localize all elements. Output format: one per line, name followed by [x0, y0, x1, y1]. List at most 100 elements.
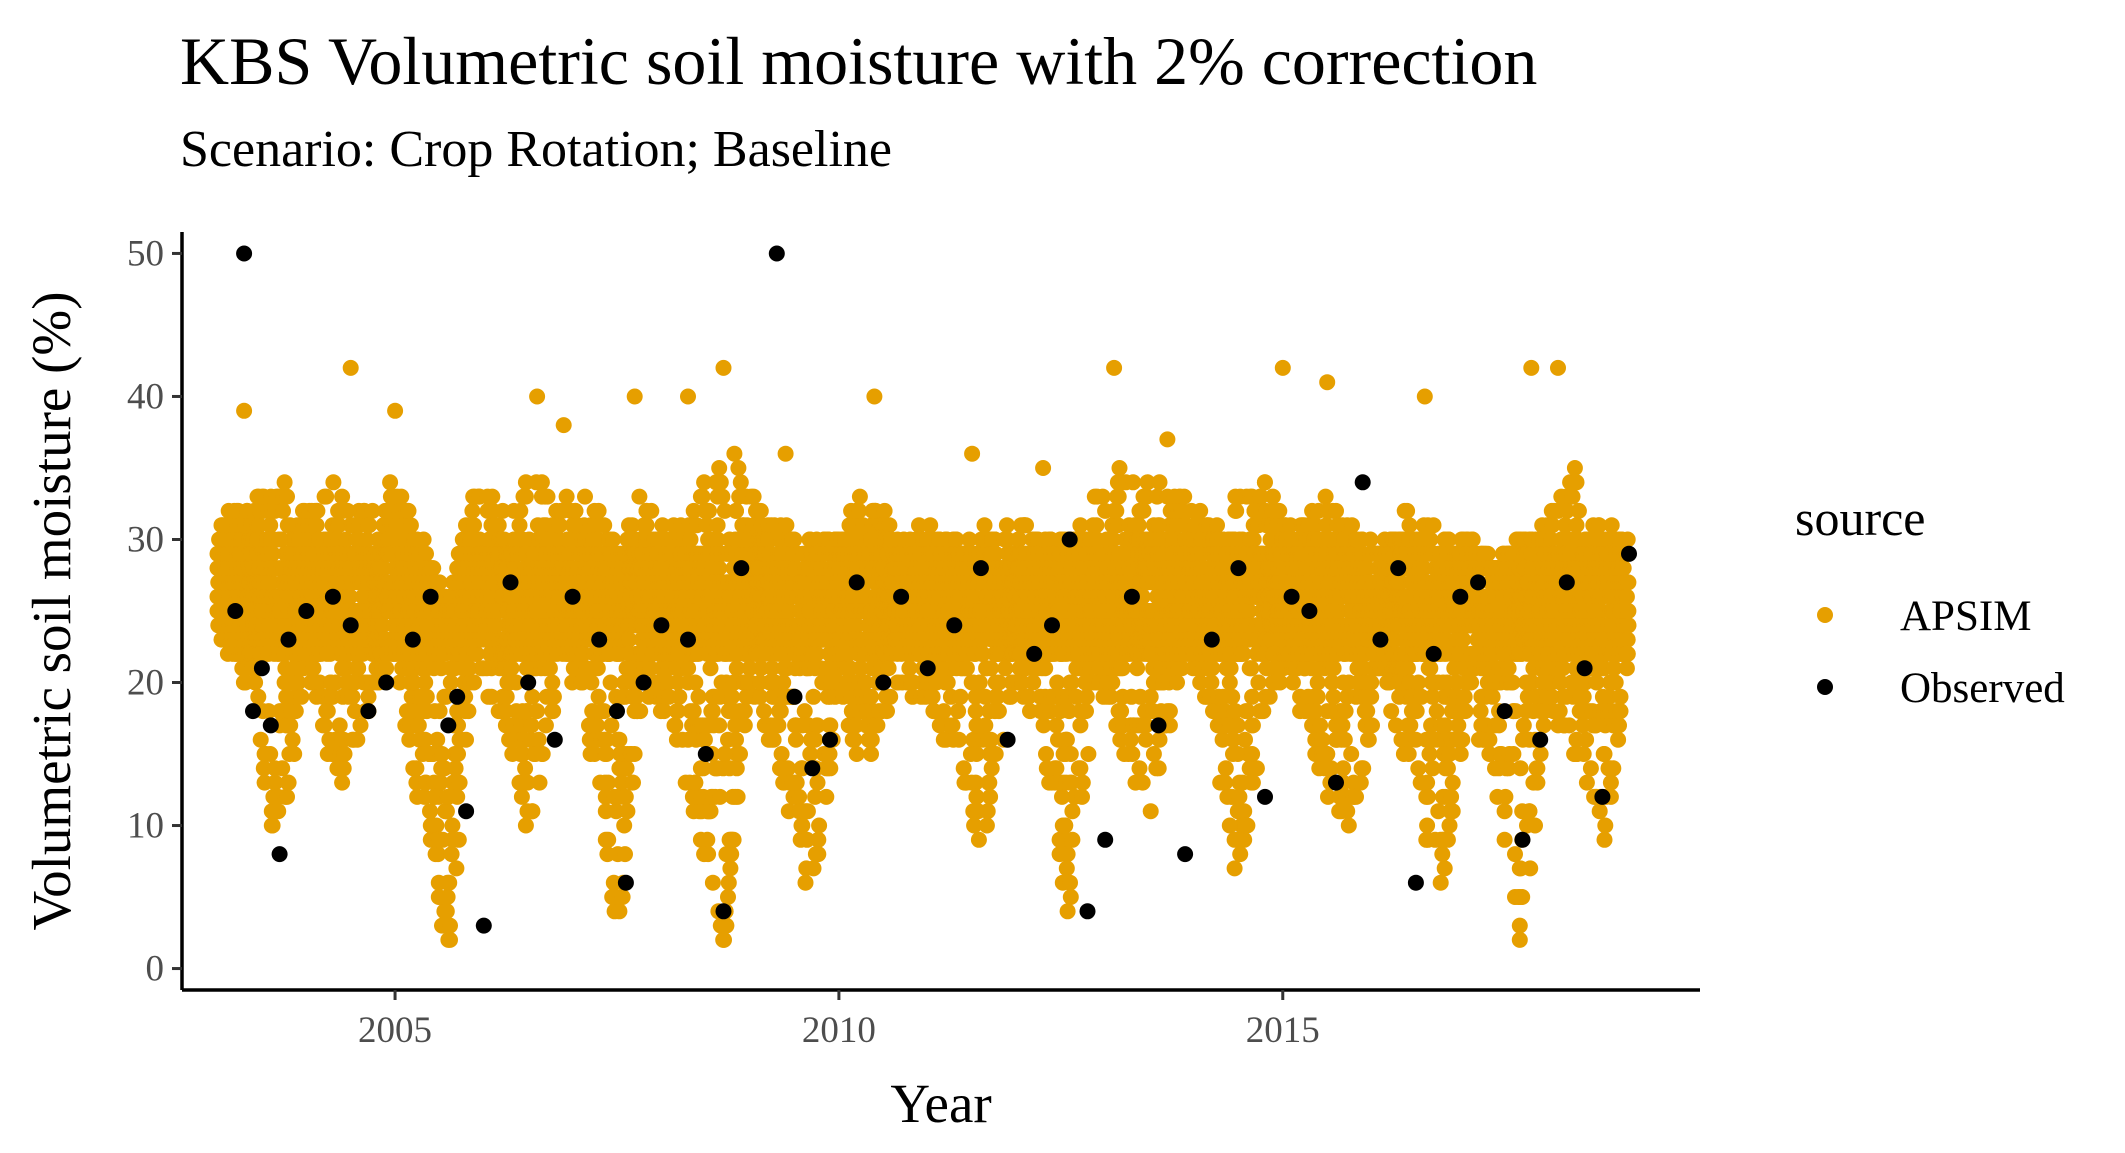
apsim-points: [209, 359, 1637, 948]
apsim-point: [711, 717, 728, 734]
apsim-point: [809, 774, 826, 791]
apsim-point: [978, 817, 995, 834]
apsim-point: [682, 531, 699, 548]
apsim-point: [442, 917, 458, 934]
apsim-point: [765, 731, 782, 748]
apsim-point: [667, 717, 684, 734]
apsim-point: [699, 831, 716, 848]
apsim-point: [752, 502, 769, 519]
apsim-point: [450, 746, 466, 762]
apsim-point: [287, 703, 304, 720]
apsim-point: [625, 774, 641, 791]
apsim-point: [879, 703, 895, 720]
apsim-point: [336, 746, 353, 762]
apsim-point: [794, 817, 811, 834]
apsim-point: [523, 717, 540, 734]
apsim-point: [617, 846, 633, 863]
apsim-point: [530, 731, 547, 748]
apsim-point: [417, 674, 434, 691]
apsim-point: [702, 803, 719, 820]
apsim-point: [402, 517, 419, 534]
apsim-point: [425, 560, 442, 577]
apsim-point: [687, 674, 704, 691]
apsim-point: [541, 660, 558, 677]
apsim-point: [517, 817, 534, 834]
apsim-point: [524, 803, 541, 820]
apsim-point: [330, 517, 347, 534]
apsim-point: [545, 703, 562, 720]
apsim-point: [531, 774, 548, 791]
apsim-point: [352, 717, 369, 734]
apsim-point: [316, 717, 333, 734]
apsim-point: [260, 703, 277, 720]
apsim-point: [428, 817, 445, 834]
apsim-point: [429, 731, 446, 748]
apsim-point: [714, 488, 731, 505]
apsim-point: [694, 488, 711, 505]
apsim-point: [869, 717, 886, 734]
apsim-point: [848, 746, 865, 762]
apsim-point: [712, 474, 729, 491]
apsim-point: [418, 545, 434, 562]
apsim-point: [449, 788, 466, 805]
apsim-point: [450, 831, 467, 848]
apsim-point: [458, 731, 474, 748]
apsim-point: [583, 674, 600, 691]
apsim-point: [264, 817, 281, 834]
apsim-point: [611, 903, 628, 920]
apsim-point: [558, 488, 575, 505]
apsim-point: [262, 517, 279, 534]
apsim-point: [791, 788, 808, 805]
apsim-point: [977, 717, 994, 734]
apsim-point: [286, 746, 303, 762]
apsim-point: [318, 488, 335, 505]
apsim-point: [451, 774, 468, 791]
apsim-point: [361, 517, 378, 534]
apsim-point: [274, 760, 291, 777]
apsim-point: [807, 731, 824, 748]
apsim-point: [335, 760, 352, 777]
apsim-point: [863, 688, 879, 705]
apsim-point: [851, 488, 868, 505]
apsim-point: [490, 517, 507, 534]
apsim-point: [720, 889, 736, 905]
apsim-point: [466, 517, 482, 534]
apsim-point: [723, 846, 740, 863]
apsim-point: [718, 917, 735, 934]
apsim-point: [756, 703, 772, 720]
apsim-point: [711, 560, 728, 577]
apsim-point: [773, 746, 790, 762]
apsim-point: [600, 831, 617, 848]
apsim-point: [439, 889, 456, 905]
apsim-point: [983, 760, 1000, 777]
apsim-point: [408, 760, 425, 777]
apsim-point: [448, 860, 465, 877]
apsim-point: [863, 731, 880, 748]
apsim-point: [349, 731, 366, 748]
apsim-point: [614, 889, 631, 905]
apsim-point: [602, 674, 619, 691]
apsim-point: [431, 703, 448, 720]
apsim-point: [400, 502, 417, 519]
apsim-point: [729, 788, 746, 805]
apsim-point: [725, 831, 742, 848]
apsim-point: [262, 746, 279, 762]
apsim-point: [443, 846, 460, 863]
apsim-point: [596, 517, 613, 534]
apsim-point: [529, 703, 546, 720]
apsim-point: [952, 688, 969, 705]
apsim-point: [590, 688, 607, 705]
apsim-point: [643, 502, 660, 519]
apsim-point: [638, 517, 655, 534]
apsim-point: [944, 717, 961, 734]
apsim-point: [846, 731, 863, 748]
apsim-point: [418, 688, 435, 705]
apsim-point: [726, 445, 743, 462]
apsim-point: [325, 474, 342, 491]
apsim-point: [802, 746, 819, 762]
apsim-point: [632, 703, 649, 720]
apsim-point: [410, 717, 427, 734]
apsim-point: [722, 860, 739, 877]
apsim-point: [987, 746, 1004, 762]
apsim-point: [334, 774, 351, 791]
